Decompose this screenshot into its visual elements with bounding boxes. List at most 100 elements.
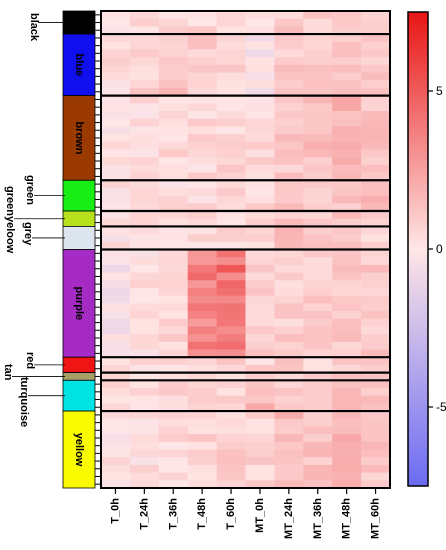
heatmap-cell (129, 211, 160, 220)
heatmap-cell (332, 380, 362, 389)
heatmap-cell (245, 311, 275, 320)
heatmap-cell (216, 264, 246, 273)
heatmap-cell (158, 403, 189, 412)
heatmap-cell (361, 280, 391, 289)
heatmap-cell (187, 180, 217, 189)
heatmap-cell (274, 195, 304, 204)
heatmap-cell (245, 418, 275, 427)
heatmap-cell (245, 403, 275, 412)
heatmap-cell (216, 211, 246, 220)
heatmap-cell (332, 472, 362, 481)
heatmap-cell (187, 464, 217, 474)
heatmap-cell (303, 341, 333, 350)
heatmap-cell (274, 80, 304, 89)
heatmap-cell (158, 380, 189, 389)
heatmap-cell (303, 441, 333, 450)
heatmap-cell (361, 218, 391, 227)
heatmap-cell (332, 195, 362, 204)
heatmap-cell (274, 249, 304, 258)
heatmap-cell (216, 64, 246, 73)
heatmap-cell (361, 111, 391, 120)
heatmap-cell (332, 303, 362, 312)
heatmap-cell (245, 126, 275, 135)
heatmap-cell (332, 311, 362, 320)
heatmap-cell (216, 141, 246, 150)
heatmap-cell (303, 364, 333, 373)
heatmap-cell (129, 172, 160, 181)
heatmap-cell (361, 18, 391, 27)
heatmap-cell (332, 372, 362, 381)
heatmap-cell (216, 357, 246, 366)
heatmap-cell (129, 157, 160, 166)
heatmap-cell (101, 357, 131, 366)
heatmap-cell (158, 472, 189, 481)
column-label: T_36h (167, 498, 179, 530)
heatmap-cell (101, 441, 131, 450)
heatmap-cell (245, 203, 275, 212)
heatmap-cell (158, 241, 189, 250)
heatmap-cell (187, 34, 217, 43)
heatmap-cell (361, 311, 391, 320)
heatmap-cell (274, 241, 304, 250)
heatmap-cell (361, 11, 391, 20)
heatmap-cell (129, 41, 160, 50)
heatmap-cell (245, 49, 275, 58)
heatmap-cell (274, 103, 304, 112)
heatmap-cell (245, 103, 275, 112)
heatmap-cell (332, 387, 362, 397)
heatmap-cell (101, 387, 131, 397)
heatmap-cell (274, 349, 304, 358)
heatmap-cell (187, 472, 217, 481)
heatmap-cell (361, 349, 391, 358)
heatmap-cell (274, 480, 304, 489)
heatmap-cell (187, 395, 217, 404)
heatmap-cell (216, 349, 246, 358)
heatmap-cell (216, 134, 246, 143)
heatmap-cell (158, 257, 189, 266)
heatmap-cell (245, 334, 275, 343)
heatmap-cell (129, 26, 160, 35)
heatmap-cell (187, 441, 217, 450)
heatmap-cell (361, 187, 391, 197)
module-block-blue (62, 33, 96, 97)
heatmap-cell (216, 249, 246, 258)
heatmap-cell (187, 334, 217, 343)
heatmap-cell (187, 87, 217, 97)
heatmap-cell (245, 195, 275, 204)
heatmap-cell (129, 118, 160, 127)
heatmap-cell (303, 18, 333, 27)
heatmap-cell (303, 11, 333, 20)
heatmap-cell (245, 41, 275, 50)
heatmap-cell (274, 426, 304, 435)
heatmap-cell (101, 364, 131, 373)
heatmap-cell (101, 203, 131, 212)
heatmap-cell (101, 318, 131, 327)
module-label-greenyeloow: greenyeloow (4, 186, 16, 254)
heatmap-cell (129, 249, 160, 258)
heatmap-cell (303, 126, 333, 135)
heatmap-cell (245, 18, 275, 27)
heatmap-cell (274, 387, 304, 397)
module-block-brown (62, 95, 96, 181)
heatmap-cell (101, 64, 131, 73)
heatmap-cell (216, 387, 246, 397)
heatmap-cell (332, 257, 362, 266)
module-labels: black blue brown green greenyeloow grey purple… (2, 13, 85, 467)
heatmap-cell (332, 111, 362, 120)
heatmap-cell (332, 411, 362, 420)
heatmap-cell (101, 18, 131, 27)
heatmap-cell (158, 164, 189, 173)
heatmap-cell (101, 141, 131, 150)
heatmap-cell (332, 103, 362, 112)
heatmap-cell (187, 457, 217, 466)
heatmap-cell (274, 72, 304, 81)
heatmap-cell (361, 203, 391, 212)
heatmap-cell (101, 72, 131, 81)
heatmap-cell (187, 57, 217, 66)
heatmap-cell (361, 87, 391, 97)
heatmap-cell (129, 449, 160, 458)
heatmap-cell (332, 272, 362, 281)
heatmap-cell (187, 411, 217, 420)
heatmap-cell (158, 111, 189, 120)
